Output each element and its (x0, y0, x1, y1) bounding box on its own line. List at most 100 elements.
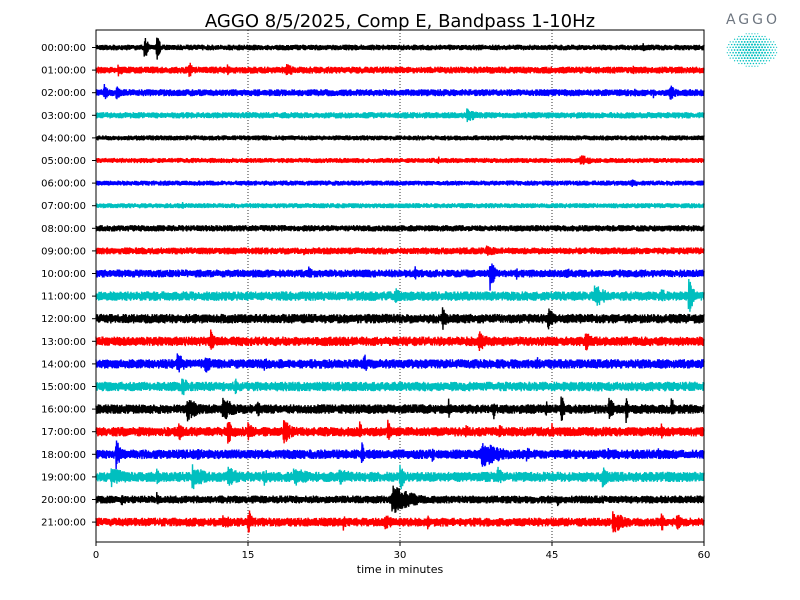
logo-dot (748, 48, 751, 52)
logo-dot (773, 57, 775, 59)
trace-080000 (95, 225, 705, 232)
logo-dot (755, 62, 758, 65)
trace-060000 (95, 179, 705, 188)
logo-dot (756, 38, 759, 41)
trace-210000 (95, 510, 705, 533)
logo-dot (776, 46, 778, 48)
logo-dot (755, 35, 758, 38)
logo-dot (767, 46, 769, 49)
logo-dot (750, 48, 754, 52)
logo-dot (745, 38, 748, 41)
logo-dot (748, 43, 751, 46)
logo-dot (754, 65, 756, 67)
logo-dot (740, 41, 743, 43)
y-tick-label: 16:00:00 (41, 405, 86, 416)
logo-dot (765, 38, 768, 40)
logo-dot (759, 54, 762, 57)
logo-dot (732, 41, 734, 43)
logo-dot (729, 46, 731, 48)
logo-dot (758, 40, 761, 43)
logo-dot (730, 49, 733, 51)
logo-dot (745, 54, 748, 57)
logo-dot (751, 33, 753, 35)
y-tick-label: 04:00:00 (41, 133, 86, 144)
logo-dot (748, 54, 751, 57)
trace-010000 (95, 62, 705, 77)
logo-dot (742, 54, 745, 57)
logo-dot (733, 49, 736, 51)
logo-dot (754, 38, 756, 41)
logo-dot (762, 49, 765, 51)
logo-dot (762, 54, 765, 57)
trace-120000 (95, 307, 705, 330)
logo-dot (739, 60, 742, 62)
y-tick-label: 18:00:00 (41, 450, 86, 461)
logo-dot (738, 62, 740, 65)
logo-dot (737, 51, 740, 54)
logo-dot (745, 33, 747, 35)
logo-dot (748, 33, 750, 35)
logo-dot (743, 46, 746, 49)
logo-dot (768, 60, 771, 62)
logo-dot (752, 46, 755, 49)
logo-dot (743, 51, 746, 54)
logo-dot (764, 62, 766, 65)
logo-dot (740, 51, 743, 54)
logo-dot (759, 48, 762, 52)
logo-dot (745, 48, 748, 52)
trace-150000 (95, 378, 705, 396)
plot-frame (95, 29, 705, 543)
logo-dot (749, 46, 752, 49)
logo-dot (761, 57, 763, 59)
logo-dot (746, 35, 749, 38)
logo-dot (736, 38, 739, 40)
logo-dot (758, 46, 761, 49)
y-tick-label: 09:00:00 (41, 246, 86, 257)
y-tick-label: 21:00:00 (41, 518, 86, 529)
trace-190000 (95, 464, 705, 490)
trace-020000 (95, 83, 705, 100)
trace-160000 (95, 396, 705, 423)
logo-dot (733, 54, 736, 57)
logo-dot (728, 54, 730, 57)
logo-dot (740, 46, 743, 49)
logo-dot (764, 35, 766, 38)
trace-200000 (95, 485, 705, 513)
logo-dot (739, 54, 742, 57)
logo-dot (743, 62, 746, 65)
logo-dot (732, 57, 734, 59)
logo-dot (752, 35, 755, 38)
y-tick-label: 17:00:00 (41, 427, 86, 438)
logo-dot (749, 51, 752, 54)
logo-dot (768, 54, 771, 57)
logo-dot (768, 49, 771, 51)
logo-dot (751, 65, 753, 67)
logo-dot (729, 41, 731, 43)
trace-130000 (95, 329, 705, 352)
logo-dot (752, 62, 755, 65)
logo-dot (726, 46, 728, 48)
logo-dot (733, 43, 736, 46)
logo-dot (733, 38, 736, 40)
logo-dot (743, 40, 746, 43)
y-tick-label: 02:00:00 (41, 88, 86, 99)
logo-text: AGGO (726, 12, 780, 28)
logo-dot (755, 51, 758, 54)
logo-dot (765, 43, 768, 46)
logo-dot (728, 43, 730, 46)
x-tick-label-60: 60 (698, 550, 711, 561)
logo-dot (739, 43, 742, 46)
y-tick-label: 13:00:00 (41, 337, 86, 348)
logo-dot (752, 57, 755, 60)
y-tick-label: 00:00:00 (41, 43, 86, 54)
logo-dot (735, 57, 737, 59)
logo-dot (745, 65, 747, 67)
logo-dot (758, 57, 761, 60)
y-tick-label: 12:00:00 (41, 314, 86, 325)
logo-dot (767, 51, 769, 54)
x-axis-ticks: 0 15 30 45 60 (93, 542, 711, 561)
logo-dot (738, 35, 740, 38)
logo-dot (756, 54, 759, 57)
logo-dot (768, 38, 771, 40)
logo-dot (754, 59, 756, 62)
